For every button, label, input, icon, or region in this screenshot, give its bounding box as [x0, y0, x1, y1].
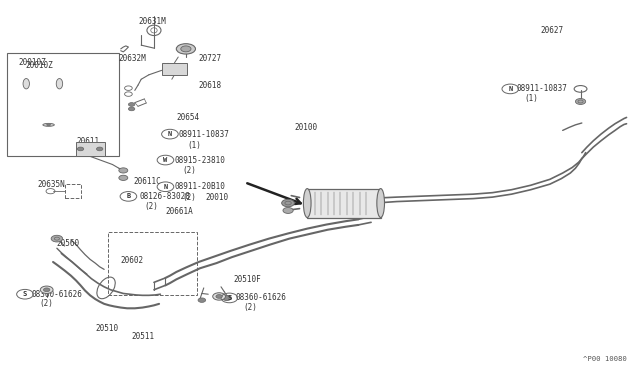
Text: 20100: 20100 — [294, 123, 317, 132]
Text: 20632M: 20632M — [119, 54, 147, 62]
Bar — [108, 232, 197, 295]
Text: N: N — [508, 86, 513, 92]
Bar — [307, 189, 381, 218]
Text: (2): (2) — [243, 303, 257, 312]
Ellipse shape — [180, 46, 191, 52]
Circle shape — [119, 175, 128, 180]
Circle shape — [212, 293, 225, 300]
Text: S: S — [23, 291, 27, 297]
Circle shape — [44, 288, 50, 292]
Text: S: S — [227, 295, 232, 301]
Bar — [65, 184, 81, 198]
Text: 20510: 20510 — [95, 324, 118, 333]
Text: 08911-20B10: 08911-20B10 — [174, 182, 225, 191]
Text: 20010Z: 20010Z — [19, 58, 46, 67]
Circle shape — [282, 199, 294, 207]
Text: 08915-23810: 08915-23810 — [174, 155, 225, 164]
Bar — [76, 141, 105, 156]
Text: 20631M: 20631M — [138, 17, 166, 26]
Text: 20010: 20010 — [205, 193, 228, 202]
Text: 20611: 20611 — [76, 137, 99, 146]
Text: 20727: 20727 — [198, 54, 222, 62]
Circle shape — [575, 99, 586, 105]
Text: N: N — [168, 131, 172, 137]
Text: (2): (2) — [182, 166, 196, 175]
Text: 20010Z: 20010Z — [25, 61, 52, 70]
Text: (2): (2) — [145, 202, 158, 211]
Circle shape — [198, 298, 205, 302]
Text: 20627: 20627 — [540, 26, 563, 35]
Text: W: W — [163, 157, 168, 163]
Ellipse shape — [377, 189, 385, 218]
Circle shape — [216, 295, 222, 298]
Bar — [162, 63, 187, 75]
Circle shape — [119, 168, 128, 173]
Circle shape — [40, 286, 53, 294]
Circle shape — [97, 147, 103, 151]
Text: (1): (1) — [187, 141, 201, 150]
Ellipse shape — [176, 44, 195, 54]
Text: N: N — [163, 184, 168, 190]
Text: 08360-61626: 08360-61626 — [236, 294, 287, 302]
Text: 08911-10837: 08911-10837 — [516, 84, 568, 93]
Circle shape — [77, 147, 84, 151]
Text: 20661A: 20661A — [166, 208, 193, 217]
Text: 20602: 20602 — [121, 256, 144, 264]
Circle shape — [51, 235, 63, 242]
Ellipse shape — [303, 189, 311, 218]
Bar — [7, 52, 119, 156]
Text: (2): (2) — [39, 299, 53, 308]
Text: 20510F: 20510F — [234, 275, 262, 284]
Ellipse shape — [23, 78, 29, 89]
Circle shape — [283, 208, 293, 214]
Text: 08126-83028: 08126-83028 — [140, 192, 191, 201]
Text: (1): (1) — [524, 94, 538, 103]
Text: 20635N: 20635N — [38, 180, 65, 189]
Text: 20511: 20511 — [132, 331, 155, 341]
Text: 08360-61626: 08360-61626 — [31, 290, 82, 299]
Text: ^P00 10080: ^P00 10080 — [583, 356, 627, 362]
Text: 08911-10837: 08911-10837 — [178, 129, 229, 139]
Ellipse shape — [47, 124, 51, 126]
Text: 20611C: 20611C — [134, 177, 161, 186]
Circle shape — [129, 103, 135, 106]
Circle shape — [129, 107, 135, 111]
Text: 20654: 20654 — [176, 113, 200, 122]
Text: (2): (2) — [182, 193, 196, 202]
Text: 20618: 20618 — [198, 81, 222, 90]
Text: B: B — [126, 193, 131, 199]
Circle shape — [222, 295, 231, 301]
Ellipse shape — [43, 124, 54, 126]
Ellipse shape — [56, 78, 63, 89]
Text: 20560: 20560 — [57, 239, 80, 248]
